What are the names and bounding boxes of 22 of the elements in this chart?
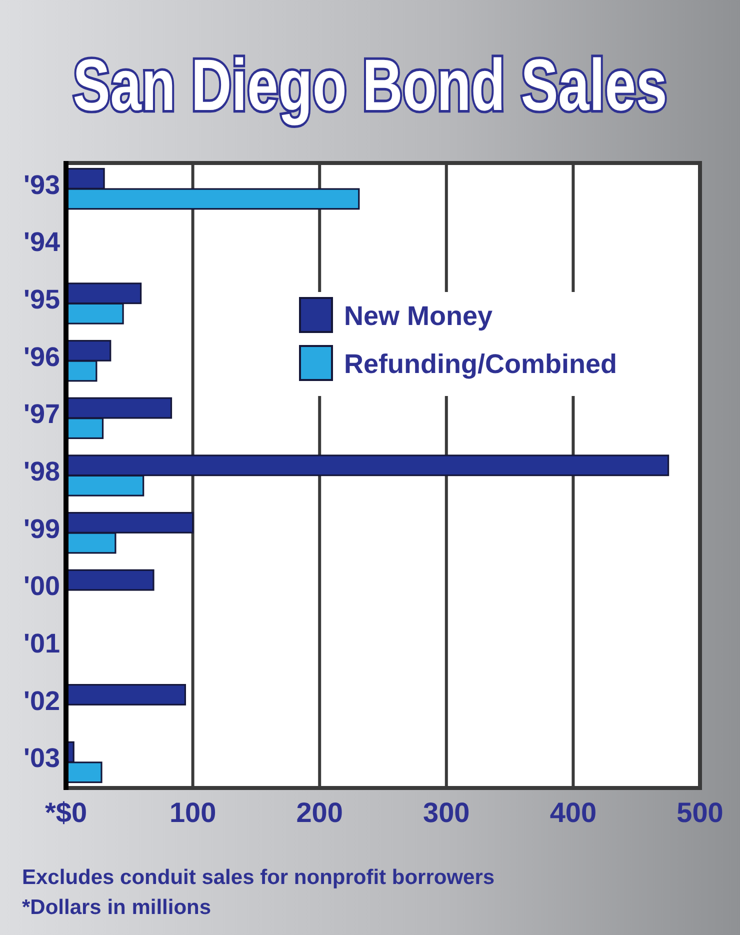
y-tick-label: '00 [24, 571, 60, 602]
legend-label: New Money [344, 301, 493, 331]
y-tick-label: '96 [24, 342, 60, 372]
x-tick-label: 400 [550, 797, 597, 828]
x-tick-label: 100 [169, 797, 216, 828]
y-tick-label: '03 [24, 743, 60, 774]
y-tick-label: '01 [24, 628, 60, 659]
y-tick-label: '95 [24, 284, 60, 314]
y-tick-label: '97 [24, 399, 60, 430]
text: Excludes conduit sales for nonprofit borrowers [22, 866, 495, 889]
y-tick-label: '93 [24, 170, 60, 200]
y-tick-label: '99 [24, 514, 60, 544]
legend-label: Refunding/Combined [344, 349, 617, 379]
x-tick-label: *$0 [44, 797, 88, 828]
y-tick-label: '94 [24, 227, 60, 258]
text: *Dollars in millions [22, 896, 212, 919]
chart-title: San Diego Bond Sales [72, 44, 668, 126]
y-tick-label: '98 [24, 456, 60, 486]
x-tick-label: 300 [423, 797, 470, 828]
y-tick-label: '02 [24, 686, 60, 716]
x-tick-label: 200 [296, 797, 343, 828]
x-tick-label: 500 [676, 797, 724, 828]
